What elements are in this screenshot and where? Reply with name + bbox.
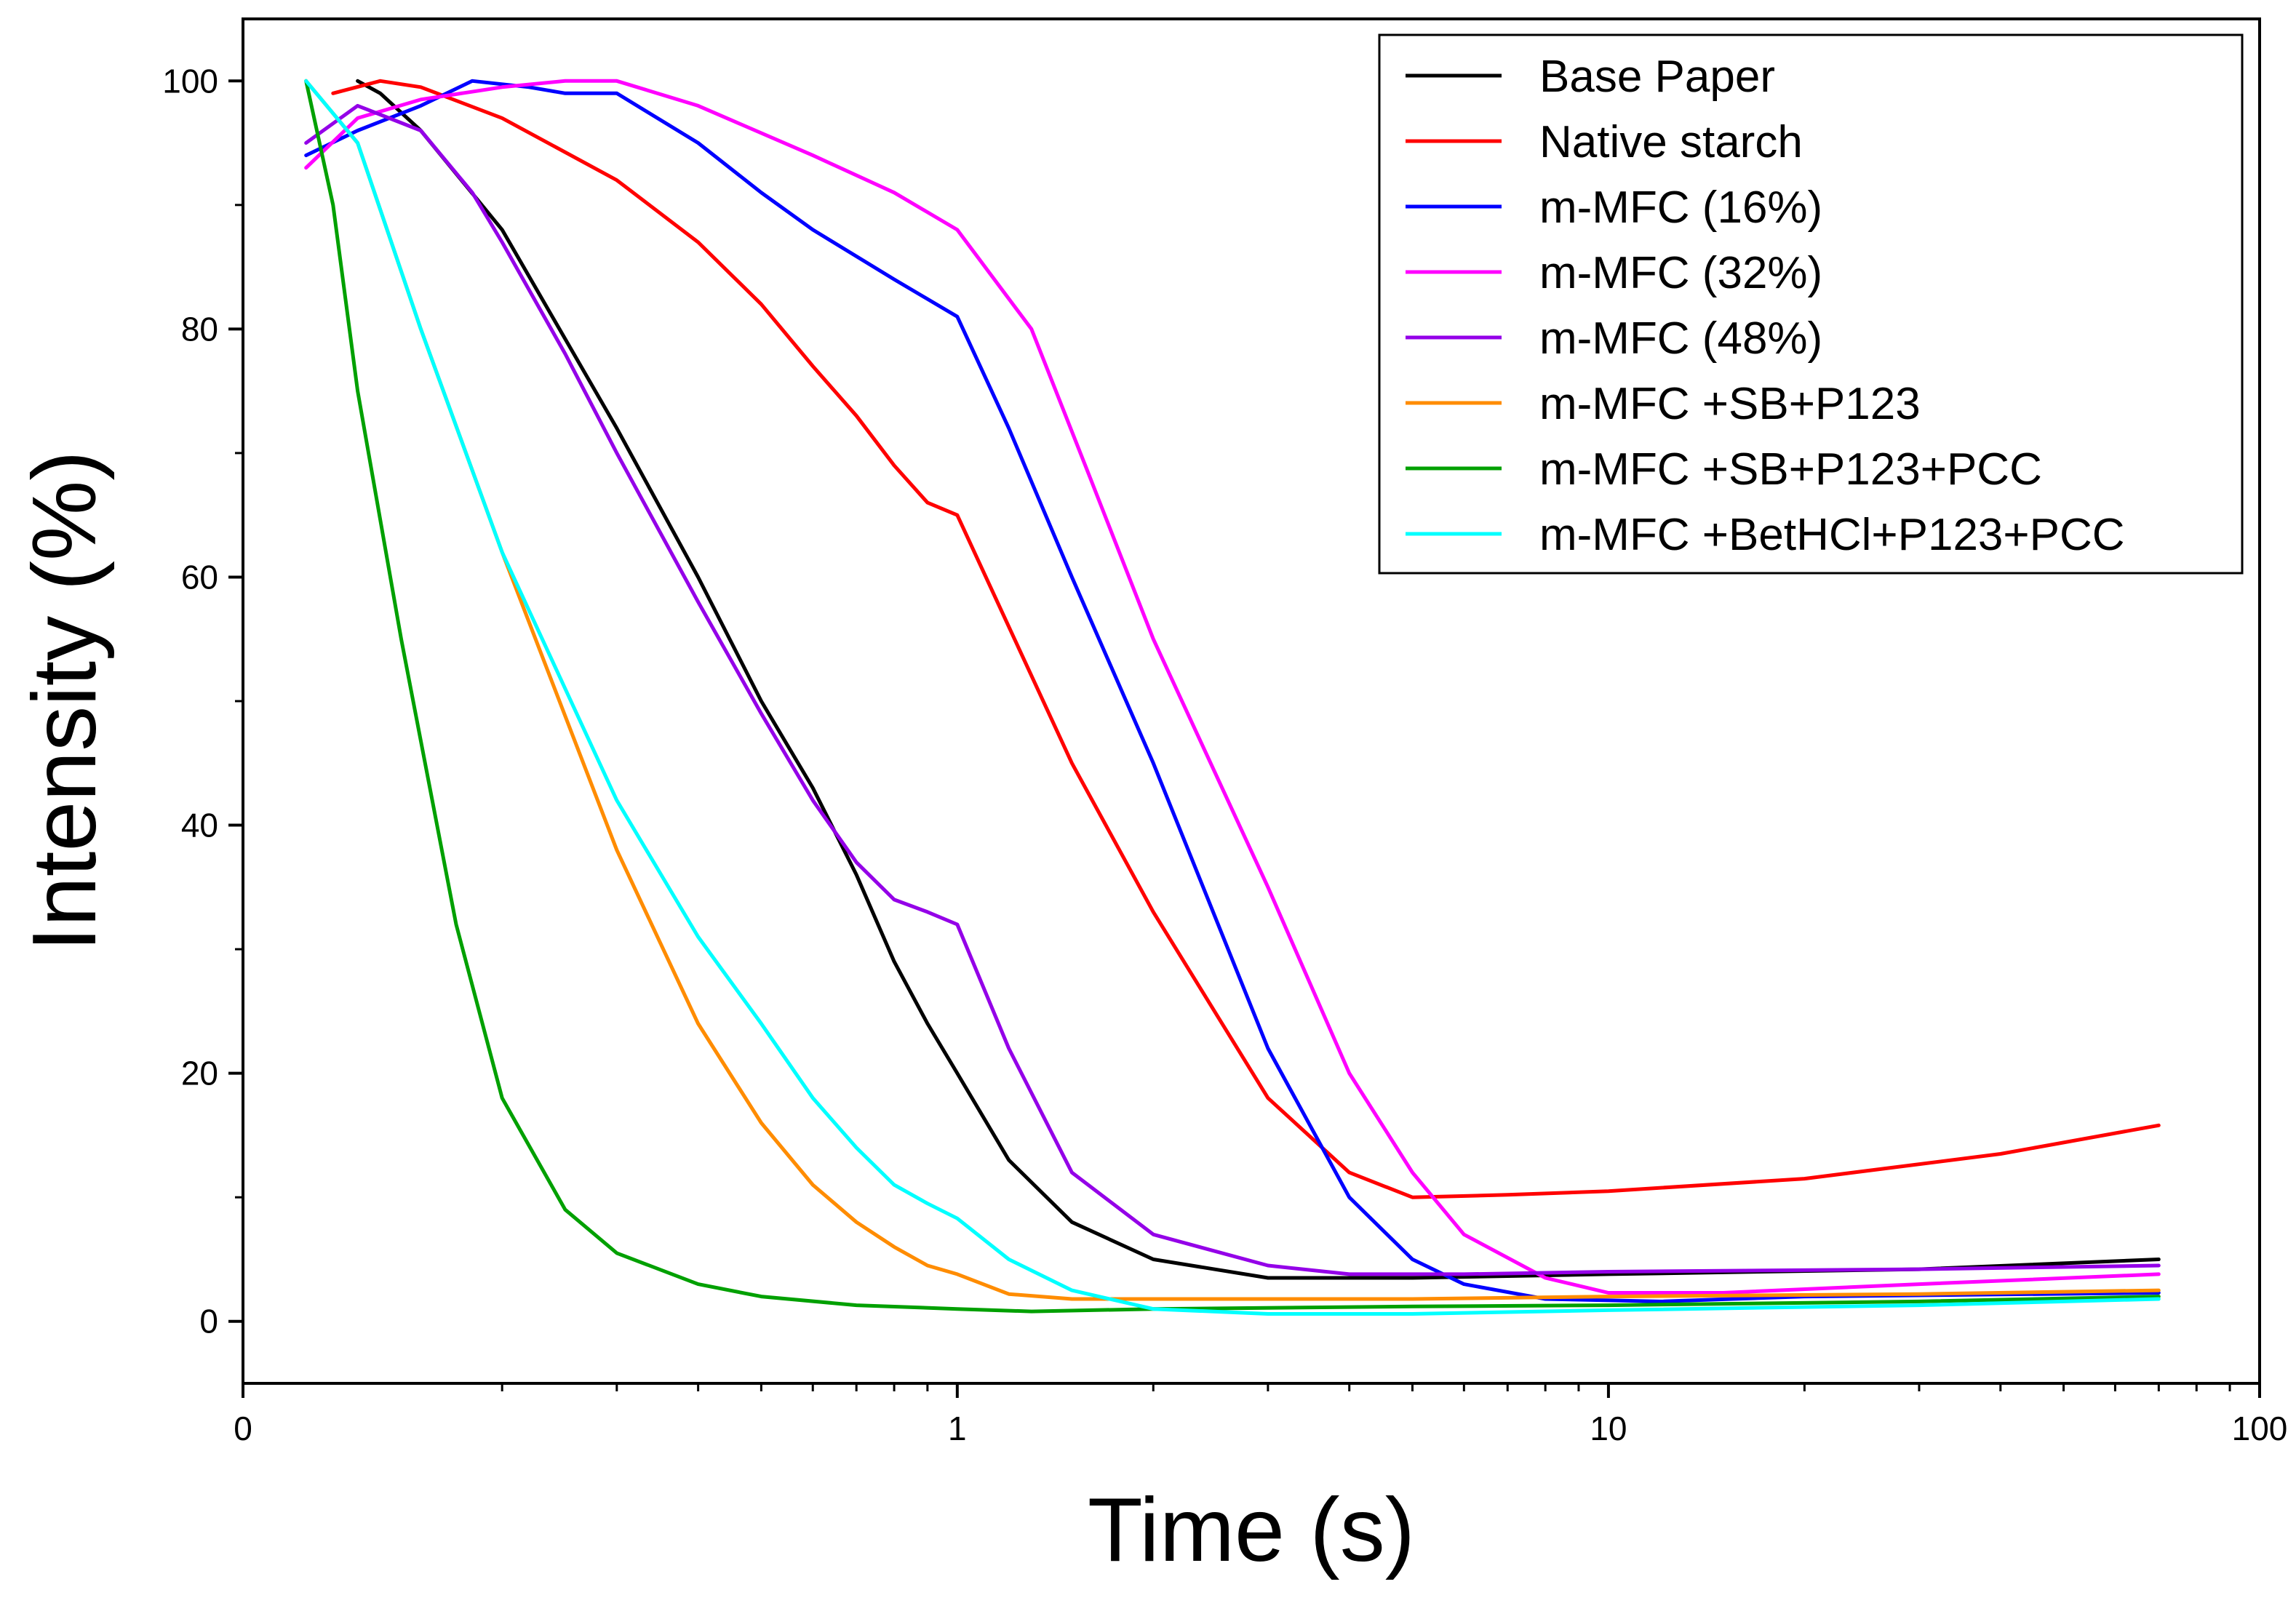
y-tick-label: 80 [181,310,218,348]
legend-box [1378,33,2244,575]
legend-label: m-MFC +SB+P123 [1539,379,1921,429]
x-tick-label: 10 [1590,1410,1627,1447]
y-axis-title: Intensity (%) [15,450,115,951]
y-tick-label: 20 [181,1055,218,1092]
series-line-4 [304,79,2161,1295]
y-tick-label: 40 [181,807,218,844]
legend-label: m-MFC (16%) [1539,183,1822,233]
x-tick-label: 1 [948,1410,967,1447]
legend-label: m-MFC +BetHCl+P123+PCC [1539,510,2125,560]
y-tick-label: 60 [181,558,218,596]
x-axis-title: Time (s) [1088,1480,1415,1580]
y-tick-label: 100 [162,62,218,100]
series-lines [304,79,2161,1316]
legend-label: Base Paper [1539,52,1775,102]
series-line-2 [331,79,2161,1199]
axis-tick-labels: 0 20 40 60 80 100 0 1 10 100 [162,62,2287,1447]
x-tick-label: 0 [234,1410,252,1447]
legend-label: m-MFC +SB+P123+PCC [1539,444,2042,495]
y-tick-label: 0 [199,1303,218,1340]
legend-label: Native starch [1539,117,1803,167]
axis-ticks [228,79,2261,1398]
series-line-8 [304,79,2161,1316]
legend-label: m-MFC (48%) [1539,313,1822,364]
series-line-7 [304,79,2161,1314]
legend-label: m-MFC (32%) [1539,248,1822,298]
series-line-5 [304,103,2161,1276]
legend: Base Paper Native starch m-MFC (16%) m-MFC … [1378,33,2244,575]
series-line-1 [356,79,2161,1280]
x-tick-label: 100 [2232,1410,2288,1447]
